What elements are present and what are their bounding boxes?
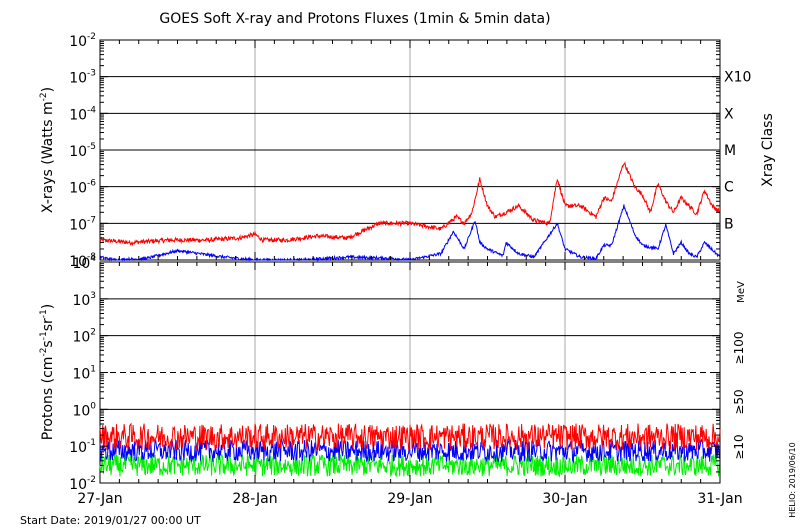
- xray-y-tick-label: 10-6: [69, 179, 96, 197]
- proton-y-tick-label: 10-2: [69, 475, 96, 493]
- x-tick-label: 27-Jan: [77, 491, 122, 507]
- proton-y-tick-label: 102: [72, 328, 96, 346]
- energy-label-10: ≥10: [732, 434, 746, 459]
- xray-y-axis-label: X-rays (Watts m-2): [39, 87, 56, 213]
- proton-y-tick-label: 103: [72, 291, 96, 309]
- proton-y-tick-label: 100: [72, 401, 96, 419]
- proton-y-tick-label: 10-1: [69, 438, 96, 456]
- proton-y-ticks: 104 103 102 101 100 10-1 10-2: [69, 254, 720, 493]
- helio-credit-label: HELIO: 2019/06/10: [788, 442, 797, 517]
- xray-y-tick-label: 10-7: [69, 215, 96, 233]
- proton-y-axis-label: Protons (cm-2s-1sr-1): [39, 304, 56, 440]
- energy-label-50: ≥50: [732, 389, 746, 414]
- x-tick-label: 29-Jan: [387, 491, 432, 507]
- energy-label-100: ≥100: [732, 332, 746, 365]
- xray-y-tick-label: 10-5: [69, 142, 96, 160]
- proton-y-tick-label: 104: [72, 254, 96, 272]
- xray-class-label: X10: [724, 70, 751, 86]
- proton-series: [99, 422, 721, 478]
- x-tick-label: 31-Jan: [697, 491, 742, 507]
- x-tick-label: 30-Jan: [542, 491, 587, 507]
- xray-series-line: [99, 161, 721, 247]
- xray-class-axis-label: Xray Class: [760, 113, 776, 187]
- xray-class-label: B: [724, 216, 734, 232]
- start-date-label: Start Date: 2019/01/27 00:00 UT: [20, 514, 201, 527]
- xray-grid: [100, 40, 720, 260]
- proton-y-tick-label: 101: [72, 365, 96, 383]
- chart-title: GOES Soft X-ray and Protons Fluxes (1min…: [159, 11, 550, 27]
- xray-y-ticks: 10-2 10-3 10-4 10-5 10-6 10-7 10-8: [69, 32, 720, 270]
- xray-class-label: C: [724, 180, 734, 196]
- xray-y-tick-label: 10-4: [69, 105, 96, 123]
- xray-y-tick-label: 10-8: [69, 252, 96, 270]
- xray-y-tick-label: 10-3: [69, 69, 96, 87]
- xray-y-tick-label: 10-2: [69, 32, 96, 50]
- x-tick-label: 28-Jan: [232, 491, 277, 507]
- xray-class-labels: X10 X M C B: [724, 70, 751, 233]
- proton-series-line: [99, 453, 721, 478]
- xray-class-label: X: [724, 106, 734, 122]
- proton-series-line: [99, 422, 721, 452]
- mev-unit-label: MeV: [736, 281, 747, 303]
- x-tick-labels: 27-Jan 28-Jan 29-Jan 30-Jan 31-Jan: [77, 40, 743, 507]
- xray-class-label: M: [724, 143, 736, 159]
